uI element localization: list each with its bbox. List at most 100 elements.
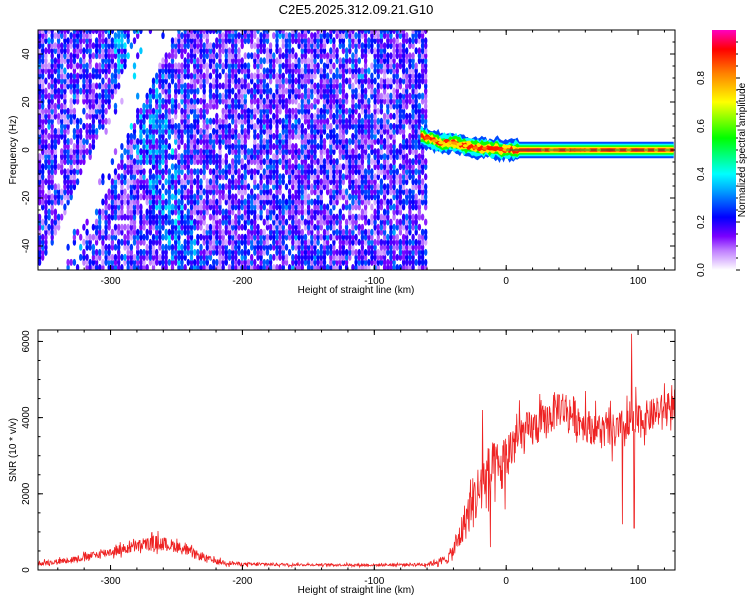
spectrogram-cell — [414, 168, 418, 176]
spectrogram-cell — [291, 163, 295, 171]
spectrogram-cell — [136, 92, 140, 100]
spectrogram-cell — [91, 42, 96, 50]
spectrogram-cell — [63, 148, 67, 156]
spectrogram-cell — [98, 30, 102, 35]
spectrogram-cell — [363, 168, 368, 176]
spectrogram-cell — [227, 30, 232, 35]
spectrogram-cell — [113, 62, 118, 70]
spectrogram-cell — [155, 203, 159, 211]
spectrogram-cell — [183, 102, 187, 110]
spectrogram-cell — [167, 87, 172, 95]
spectrogram-cell — [72, 233, 77, 241]
spectrogram-cell — [50, 228, 54, 236]
spectrogram-cell — [322, 62, 327, 70]
spectrogram-cell — [110, 92, 115, 100]
spectrogram-cell — [177, 253, 181, 261]
spectrogram-cell — [41, 47, 45, 55]
spectrogram-cell — [41, 122, 45, 130]
spectrogram-cell — [208, 117, 213, 125]
spectrogram-cell — [107, 173, 111, 181]
spectrogram-cell — [341, 213, 346, 221]
spectrogram-cell — [161, 62, 165, 70]
spectrogram-cell — [237, 32, 241, 40]
spectrogram-cell — [98, 32, 102, 40]
spectrogram-cell — [88, 32, 92, 40]
spectrogram-cell — [60, 148, 64, 156]
spectrogram-cell — [41, 253, 45, 261]
spectrogram-cell — [186, 67, 190, 75]
spectrogram-cell — [117, 238, 121, 246]
spectrogram-cell — [189, 122, 194, 130]
spectrogram-cell — [405, 153, 409, 161]
spectrogram-cell — [72, 92, 77, 100]
spectrogram-cell — [335, 213, 339, 221]
spectrogram-cell — [376, 223, 380, 231]
spectrogram-cell — [136, 193, 140, 201]
spectrogram-cell — [148, 143, 153, 150]
spectrogram-cell — [389, 122, 393, 130]
spectrogram-cell — [161, 158, 165, 166]
spectrogram-cell — [41, 178, 45, 186]
spectrogram-cell — [189, 228, 194, 236]
spectrogram-cell — [167, 107, 172, 115]
spectrogram-cell — [284, 97, 289, 105]
signal-blob — [486, 147, 493, 151]
spectrogram-cell — [164, 117, 168, 125]
spectrogram-cell — [75, 122, 80, 130]
spectrogram-cell — [148, 258, 153, 266]
spectrogram-cell — [268, 158, 273, 166]
spectrogram-cell — [104, 42, 108, 50]
spectrogram-cell — [164, 188, 168, 196]
spectrogram-cell — [268, 253, 273, 261]
spectrogram-cell — [72, 127, 77, 135]
spectrogram-cell — [94, 62, 99, 70]
spectrogram-cell — [348, 203, 352, 211]
spectrogram-cell — [66, 183, 70, 191]
spectrogram-cell — [332, 72, 336, 80]
spectrogram-cell — [272, 112, 276, 120]
spectrogram-cell — [113, 228, 118, 236]
spectrogram-cell — [325, 52, 330, 60]
spectrogram-cell — [88, 52, 92, 60]
colorbar-label: Normalized spectral amplitude — [737, 82, 748, 217]
spectrogram-cell — [148, 168, 153, 176]
spectrogram-cell — [53, 82, 58, 90]
spectrogram-cell — [341, 228, 346, 236]
spectrogram-cell — [101, 264, 105, 270]
spectrogram-cell — [379, 30, 384, 35]
spectrogram-cell — [136, 163, 140, 171]
spectrogram-cell — [183, 153, 187, 161]
signal-blob — [498, 147, 504, 152]
spectrogram-cell — [69, 258, 73, 266]
spectrogram-cell — [38, 258, 42, 266]
spectrogram-cell — [408, 132, 412, 140]
spectrogram-cell — [53, 67, 58, 75]
spectrogram-cell — [117, 67, 121, 75]
spectrogram-cell — [297, 117, 301, 125]
spectrogram-cell — [265, 47, 270, 55]
spectrogram-cell — [113, 107, 118, 115]
spectrogram-cell — [284, 228, 289, 236]
spectrogram-cell — [408, 52, 412, 60]
spectrogram-cell — [158, 193, 162, 201]
spectrogram-cell — [50, 223, 54, 231]
spectrogram-cell — [193, 248, 197, 256]
spectrogram-cell — [120, 37, 124, 45]
spectrogram-cell — [256, 193, 260, 201]
spectrogram-cell — [250, 188, 254, 196]
spectrogram-cell — [104, 213, 108, 221]
spectrogram-cell — [256, 117, 260, 125]
spectrogram-cell — [262, 168, 266, 176]
spectrogram-cell — [50, 102, 54, 110]
spectrogram-cell — [262, 67, 266, 75]
spectrogram-cell — [151, 87, 156, 95]
spectrogram-cell — [253, 42, 257, 50]
spectrogram-cell — [161, 183, 165, 191]
spectrogram-cell — [332, 127, 336, 135]
spectrogram-cell — [107, 188, 111, 196]
spectrogram-cell — [107, 218, 111, 226]
spectrogram-cell — [88, 62, 92, 70]
spectrogram-cell — [69, 42, 73, 50]
spectrogram-cell — [101, 32, 105, 40]
spectrogram-cell — [139, 148, 143, 156]
